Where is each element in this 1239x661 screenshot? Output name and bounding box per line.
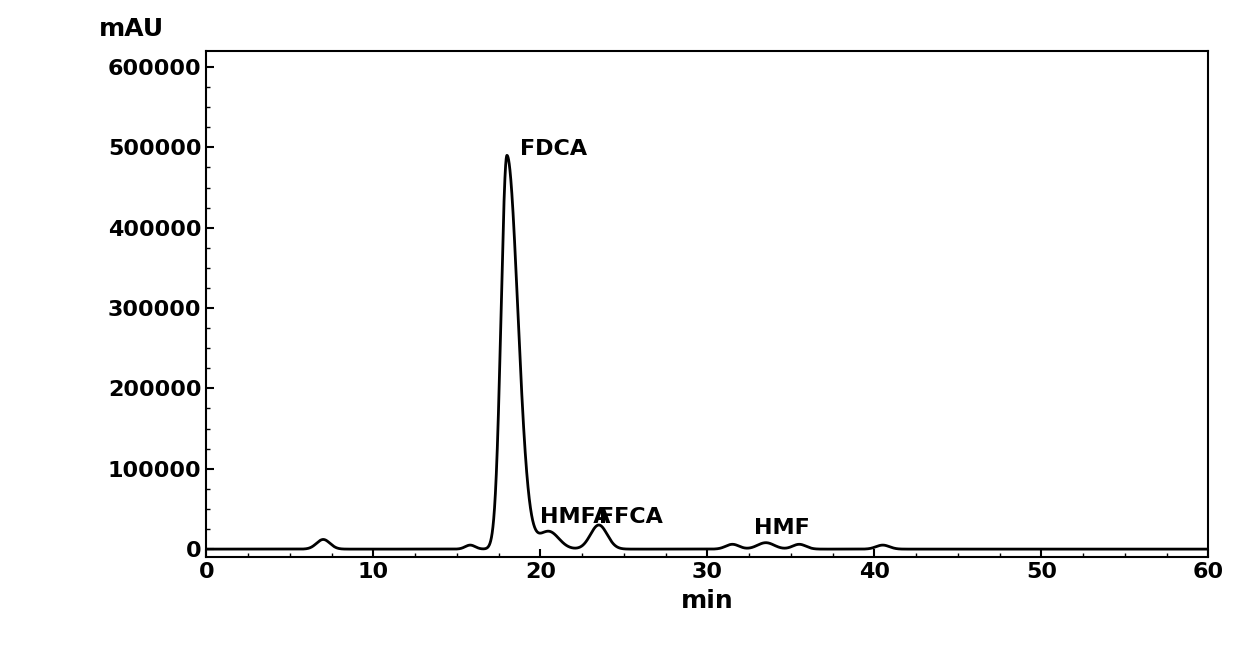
- Text: HMF: HMF: [755, 518, 810, 538]
- Text: HMFA: HMFA: [540, 508, 611, 527]
- X-axis label: min: min: [681, 589, 733, 613]
- Text: FDCA: FDCA: [520, 139, 587, 159]
- Text: FFCA: FFCA: [598, 508, 663, 527]
- Y-axis label: mAU: mAU: [99, 17, 164, 41]
